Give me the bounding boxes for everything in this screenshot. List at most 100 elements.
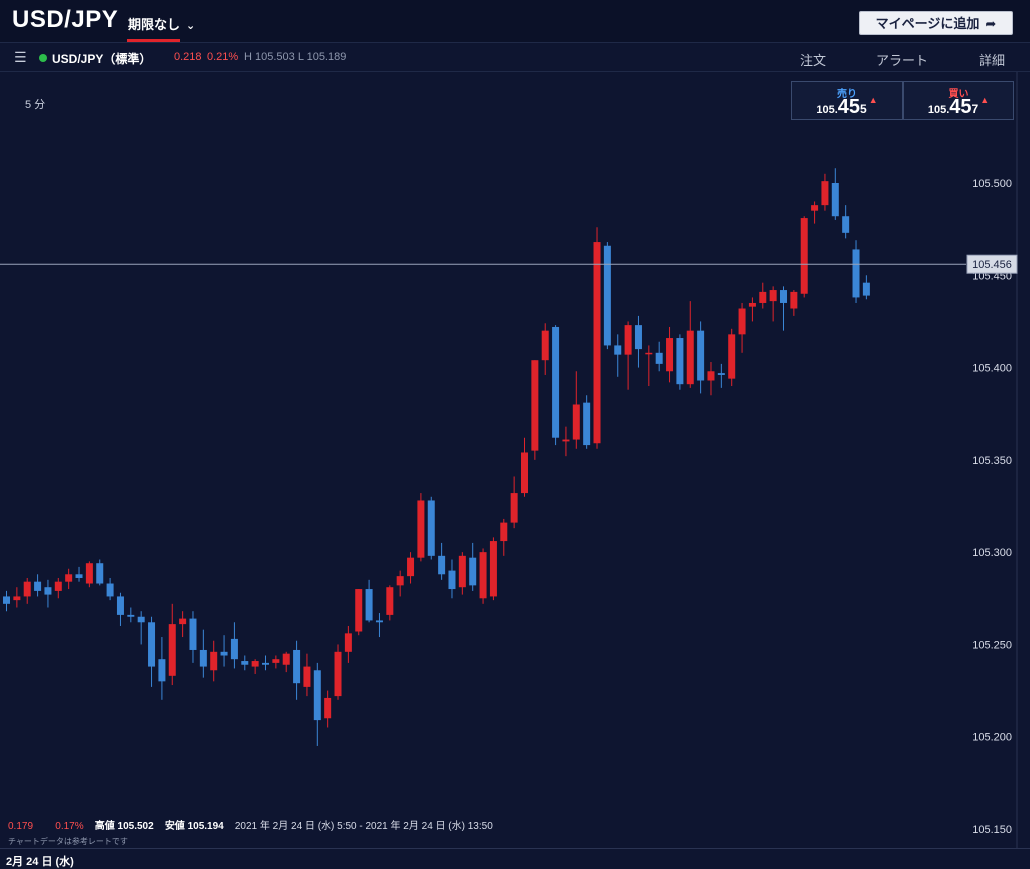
candle-body [728, 334, 736, 379]
candle-body [324, 697, 332, 719]
candle-body [293, 649, 301, 684]
candle-body [127, 614, 135, 617]
candle [355, 589, 363, 636]
live-status-icon [39, 54, 47, 62]
candle [417, 493, 425, 562]
candle [655, 341, 663, 372]
candle-body [697, 330, 705, 381]
candle-body [210, 651, 218, 671]
footer-low-value: 105.194 [187, 821, 224, 832]
candle-body [262, 662, 269, 665]
candle-body [593, 242, 601, 444]
candle-body [116, 596, 124, 615]
candle [614, 334, 622, 377]
candle [780, 286, 787, 331]
y-tick-label: 105.250 [972, 639, 1012, 651]
add-to-mypage-button[interactable]: マイページに追加 ➦ [859, 11, 1013, 35]
candle-body [634, 325, 642, 350]
sell-label: 売り [837, 89, 857, 100]
interval-label[interactable]: 5 分 [25, 99, 46, 111]
candle-body [54, 581, 62, 591]
candle-body [489, 541, 497, 597]
candle [65, 568, 73, 590]
candle [3, 590, 10, 612]
add-to-mypage-label: マイページに追加 [875, 16, 980, 31]
candlestick-chart[interactable]: 105.500105.450105.400105.350105.300105.2… [0, 72, 1030, 848]
candle-body [417, 500, 425, 558]
candle-body [780, 290, 787, 303]
candle [666, 326, 674, 383]
period-dropdown[interactable]: 期限なし ⌄ [128, 14, 195, 33]
candle [842, 205, 850, 239]
candle-body [282, 653, 290, 665]
sell-price-pip: 5 [860, 102, 867, 116]
candle-body [686, 330, 694, 385]
candle-body [624, 325, 632, 355]
y-tick-label: 105.150 [972, 824, 1012, 836]
y-tick-label: 105.400 [972, 363, 1012, 375]
candle [624, 321, 632, 390]
candle [707, 362, 715, 396]
candle [106, 577, 114, 601]
candle [593, 227, 601, 449]
footer-range: 2021 年 2月 24 日 (水) 5:50 - 2021 年 2月 24 日… [234, 821, 493, 832]
candle [686, 301, 694, 388]
candle-body [800, 218, 808, 294]
candle-body [614, 345, 622, 355]
candle-body [790, 291, 798, 309]
candle-body [168, 624, 176, 676]
buy-price: 105.457▲ [904, 95, 1013, 119]
tab-order[interactable]: 注文 [800, 53, 827, 68]
candle-body [842, 216, 850, 233]
candle [375, 613, 383, 638]
candle [272, 655, 280, 669]
up-triangle-icon: ▲ [980, 95, 990, 105]
high-low-readout: H 105.503 L 105.189 [244, 51, 347, 63]
current-price-label: 105.456 [972, 259, 1012, 271]
sell-price-main: 45 [837, 96, 861, 118]
candle-body [334, 651, 342, 697]
share-arrow-icon: ➦ [985, 16, 997, 31]
candle [282, 651, 290, 673]
candle [821, 173, 829, 211]
sell-quote-button[interactable]: 売り 105.455▲ [791, 81, 903, 120]
candle-body [521, 452, 528, 494]
candle [189, 611, 197, 663]
candle-body [572, 404, 580, 440]
candle [137, 611, 145, 645]
candle-body [821, 181, 829, 206]
candle-body [34, 581, 42, 591]
footer-high-label: 高値 [94, 821, 115, 832]
candle [386, 585, 394, 621]
candle [521, 437, 528, 497]
tab-details[interactable]: 詳細 [979, 53, 1006, 68]
buy-quote-button[interactable]: 買い 105.457▲ [903, 81, 1014, 120]
candle [469, 542, 477, 591]
candle-body [375, 620, 383, 623]
candle-body [96, 563, 104, 584]
candle-body [852, 249, 860, 298]
hamburger-menu-icon[interactable]: ☰ [14, 49, 27, 65]
candle [717, 363, 725, 388]
candle [85, 561, 93, 588]
candle [13, 587, 21, 608]
candle [148, 616, 156, 687]
candle [230, 622, 238, 669]
candle-body [655, 352, 663, 364]
candle [852, 240, 860, 303]
tab-alert[interactable]: アラート [876, 53, 929, 68]
candle-body [75, 574, 83, 578]
footer-high-value: 105.502 [117, 821, 154, 832]
symbol-label: USD/JPY（標準） [52, 52, 152, 66]
candle [634, 315, 642, 368]
candle [458, 552, 466, 595]
candle [479, 548, 487, 604]
candle [334, 644, 342, 700]
candle [210, 640, 218, 682]
candle [500, 518, 508, 556]
candle [583, 395, 591, 449]
candle [645, 345, 653, 387]
chevron-down-icon: ⌄ [186, 20, 196, 32]
candle-body [303, 666, 311, 687]
candle [365, 579, 373, 623]
